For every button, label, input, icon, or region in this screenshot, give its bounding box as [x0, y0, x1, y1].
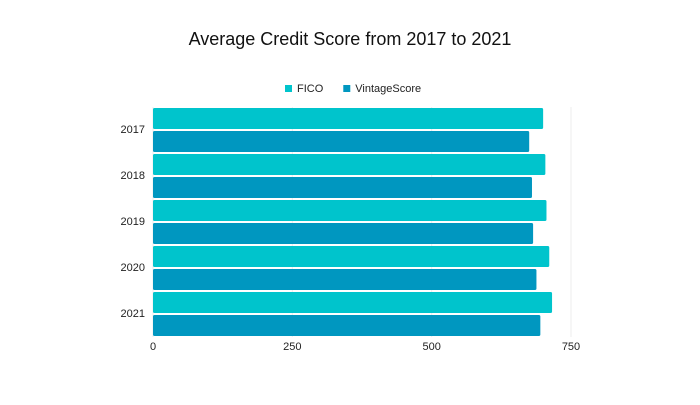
y-tick-label: 2018 [121, 170, 145, 182]
y-tick-label: 2020 [121, 262, 145, 274]
bar [153, 292, 553, 313]
bar [153, 200, 547, 221]
x-tick-label: 500 [422, 341, 440, 353]
x-tick-label: 750 [562, 341, 580, 353]
legend-swatch [285, 85, 292, 92]
legend-swatch [343, 85, 351, 92]
x-tick-label: 250 [283, 341, 301, 353]
bar [153, 223, 534, 244]
bar [153, 246, 550, 267]
bar [153, 269, 537, 290]
legend-label: FICO [297, 83, 324, 95]
bar [153, 315, 541, 336]
y-tick-label: 2021 [121, 308, 145, 320]
bar [153, 154, 546, 175]
bar [153, 108, 544, 129]
bar [153, 131, 530, 152]
legend-label: VintageScore [355, 83, 421, 95]
y-tick-label: 2019 [121, 216, 145, 228]
bar [153, 177, 532, 198]
x-tick-label: 0 [150, 341, 156, 353]
y-tick-label: 2017 [121, 124, 145, 136]
chart-title: Average Credit Score from 2017 to 2021 [189, 29, 512, 49]
